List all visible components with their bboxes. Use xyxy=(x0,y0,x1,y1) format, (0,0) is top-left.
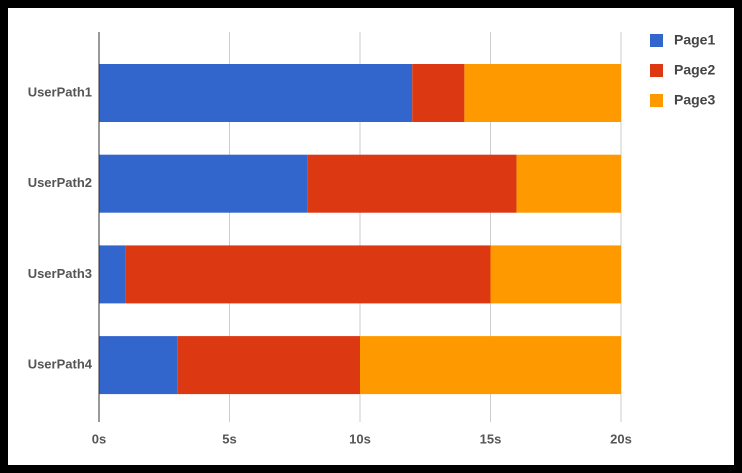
bar-segment xyxy=(99,336,178,395)
bar-segment xyxy=(99,245,126,304)
bar-segment xyxy=(516,154,621,213)
legend-swatch xyxy=(650,94,663,107)
bar-segment xyxy=(412,64,465,122)
bar-segment xyxy=(360,336,621,395)
legend-text: Page1 xyxy=(674,32,715,48)
x-tick-label: 10s xyxy=(349,431,371,446)
legend-text: Page2 xyxy=(674,62,715,78)
bar-segment xyxy=(307,154,517,213)
y-tick-label: UserPath1 xyxy=(28,84,92,99)
bar-segment xyxy=(177,336,360,395)
y-tick-label: UserPath3 xyxy=(28,266,92,281)
x-tick-label: 20s xyxy=(610,431,632,446)
bar-segment xyxy=(125,245,491,304)
bar-segment xyxy=(99,64,413,122)
bar-segment xyxy=(464,64,621,122)
legend-swatch xyxy=(650,34,663,47)
legend-swatch xyxy=(650,64,663,77)
y-tick-label: UserPath2 xyxy=(28,175,92,190)
legend-text: Page3 xyxy=(674,92,715,108)
x-tick-label: 0s xyxy=(92,431,106,446)
bar-segment xyxy=(99,154,308,213)
x-tick-label: 5s xyxy=(222,431,236,446)
bar-segment xyxy=(490,245,621,304)
x-tick-label: 15s xyxy=(480,431,502,446)
y-tick-label: UserPath4 xyxy=(28,357,93,372)
